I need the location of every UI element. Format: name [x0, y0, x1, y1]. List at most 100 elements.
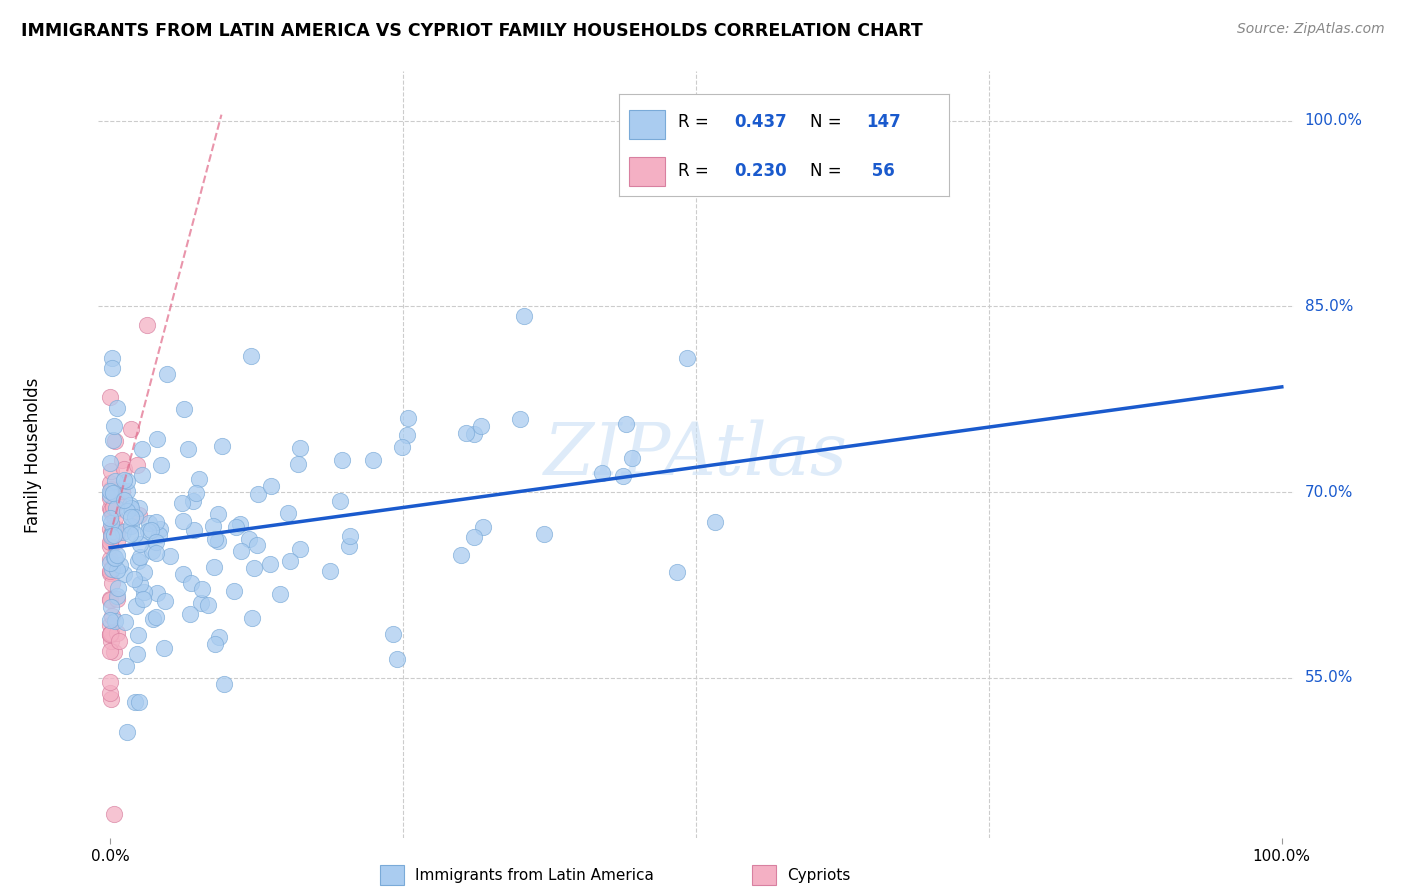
Text: 0.230: 0.230 [734, 161, 787, 179]
Point [101, 562, 124, 576]
Point [103, 550, 125, 565]
Point [125, 647, 148, 661]
Point [278, 554, 301, 568]
Point [98, 564, 121, 578]
Point [105, 592, 128, 607]
Text: 85.0%: 85.0% [1305, 299, 1353, 314]
Bar [628, 157, 665, 186]
Point [471, 520, 494, 534]
Point [463, 531, 485, 545]
Point [181, 493, 204, 508]
Point [204, 533, 226, 547]
Point [533, 527, 555, 541]
Point [145, 534, 167, 549]
Point [104, 550, 127, 565]
Point [100, 600, 122, 615]
Point [129, 550, 152, 565]
Point [100, 626, 122, 640]
Point [138, 516, 160, 530]
Point [330, 452, 353, 467]
Point [98, 628, 121, 642]
Text: 147: 147 [866, 113, 901, 131]
Point [98, 390, 121, 404]
Point [107, 634, 129, 648]
Point [104, 434, 127, 448]
Point [105, 525, 128, 540]
Point [122, 572, 145, 586]
Point [259, 478, 281, 492]
Point [115, 504, 138, 518]
Point [128, 695, 150, 709]
Point [212, 677, 235, 691]
Point [101, 520, 124, 534]
Point [100, 576, 122, 591]
Point [98, 592, 121, 607]
Point [101, 507, 124, 521]
Point [224, 583, 246, 598]
Point [110, 558, 132, 572]
Point [98, 491, 121, 505]
Point [208, 630, 231, 644]
Point [509, 411, 531, 425]
Point [98, 484, 121, 499]
Point [398, 411, 420, 425]
Point [259, 557, 281, 571]
Text: Cypriots: Cypriots [787, 869, 851, 883]
Point [159, 549, 181, 563]
Point [100, 674, 122, 689]
Point [100, 503, 122, 517]
Point [191, 582, 214, 597]
Point [98, 686, 121, 700]
Point [513, 309, 536, 323]
Point [98, 627, 121, 641]
Point [136, 524, 159, 538]
Point [139, 523, 162, 537]
Point [243, 561, 266, 575]
Text: N =: N = [810, 161, 848, 179]
Point [146, 432, 169, 446]
Point [100, 483, 122, 497]
Point [100, 552, 122, 566]
Point [101, 527, 124, 541]
Point [240, 611, 263, 625]
Point [120, 510, 142, 524]
Point [127, 628, 149, 642]
Point [124, 696, 146, 710]
Point [170, 496, 193, 510]
Point [103, 483, 125, 497]
Point [101, 360, 124, 375]
Point [145, 586, 167, 600]
Point [98, 510, 121, 524]
Point [141, 544, 163, 558]
Text: 56: 56 [866, 161, 896, 179]
Point [339, 528, 361, 542]
Point [127, 554, 149, 568]
Point [101, 485, 124, 500]
Text: 0.437: 0.437 [734, 113, 787, 131]
Point [148, 527, 170, 541]
Point [115, 725, 138, 739]
Point [238, 532, 260, 546]
Point [128, 508, 150, 522]
Point [101, 527, 124, 541]
Point [105, 523, 128, 537]
Point [120, 422, 142, 436]
Point [111, 484, 134, 499]
Point [98, 592, 121, 607]
Point [128, 500, 150, 515]
Point [145, 609, 167, 624]
Point [184, 486, 207, 500]
Point [132, 591, 155, 606]
Point [188, 472, 211, 486]
Point [107, 581, 129, 595]
Point [103, 524, 125, 538]
Point [103, 528, 125, 542]
Point [391, 440, 413, 454]
Point [134, 585, 156, 599]
Point [104, 524, 127, 538]
Text: 70.0%: 70.0% [1305, 484, 1353, 500]
Text: 55.0%: 55.0% [1305, 670, 1353, 685]
Point [129, 536, 152, 550]
Point [100, 539, 122, 553]
Point [225, 520, 247, 534]
